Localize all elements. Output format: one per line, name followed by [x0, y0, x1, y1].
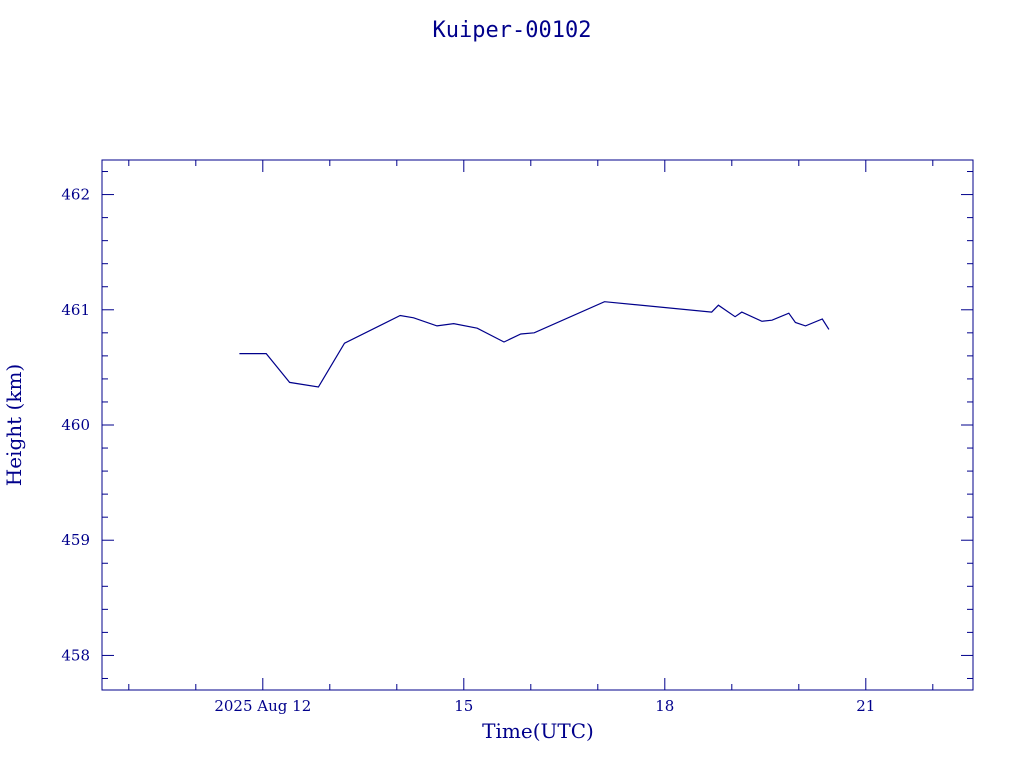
y-tick-label: 462 [61, 186, 90, 204]
x-axis-label: Time(UTC) [482, 719, 594, 743]
series-group [239, 301, 830, 388]
y-tick-labels: 458 459 460 461 462 [61, 186, 90, 665]
x-ticks [128, 160, 934, 690]
x-tick-label: 15 [454, 697, 473, 715]
x-tick-label: 18 [655, 697, 674, 715]
y-axis-label: Height (km) [2, 364, 26, 486]
y-ticks [102, 171, 973, 679]
x-tick-labels: 2025 Aug 12 15 18 21 [214, 697, 875, 715]
chart-title: Kuiper-00102 [433, 18, 592, 43]
y-tick-label: 459 [61, 531, 90, 549]
x-tick-label: 2025 Aug 12 [214, 697, 311, 715]
plot-frame [101, 159, 974, 691]
y-tick-label: 461 [61, 301, 90, 319]
y-tick-label: 458 [61, 646, 90, 664]
x-tick-label: 21 [856, 697, 875, 715]
y-tick-label: 460 [61, 416, 90, 434]
series-line [239, 301, 830, 388]
